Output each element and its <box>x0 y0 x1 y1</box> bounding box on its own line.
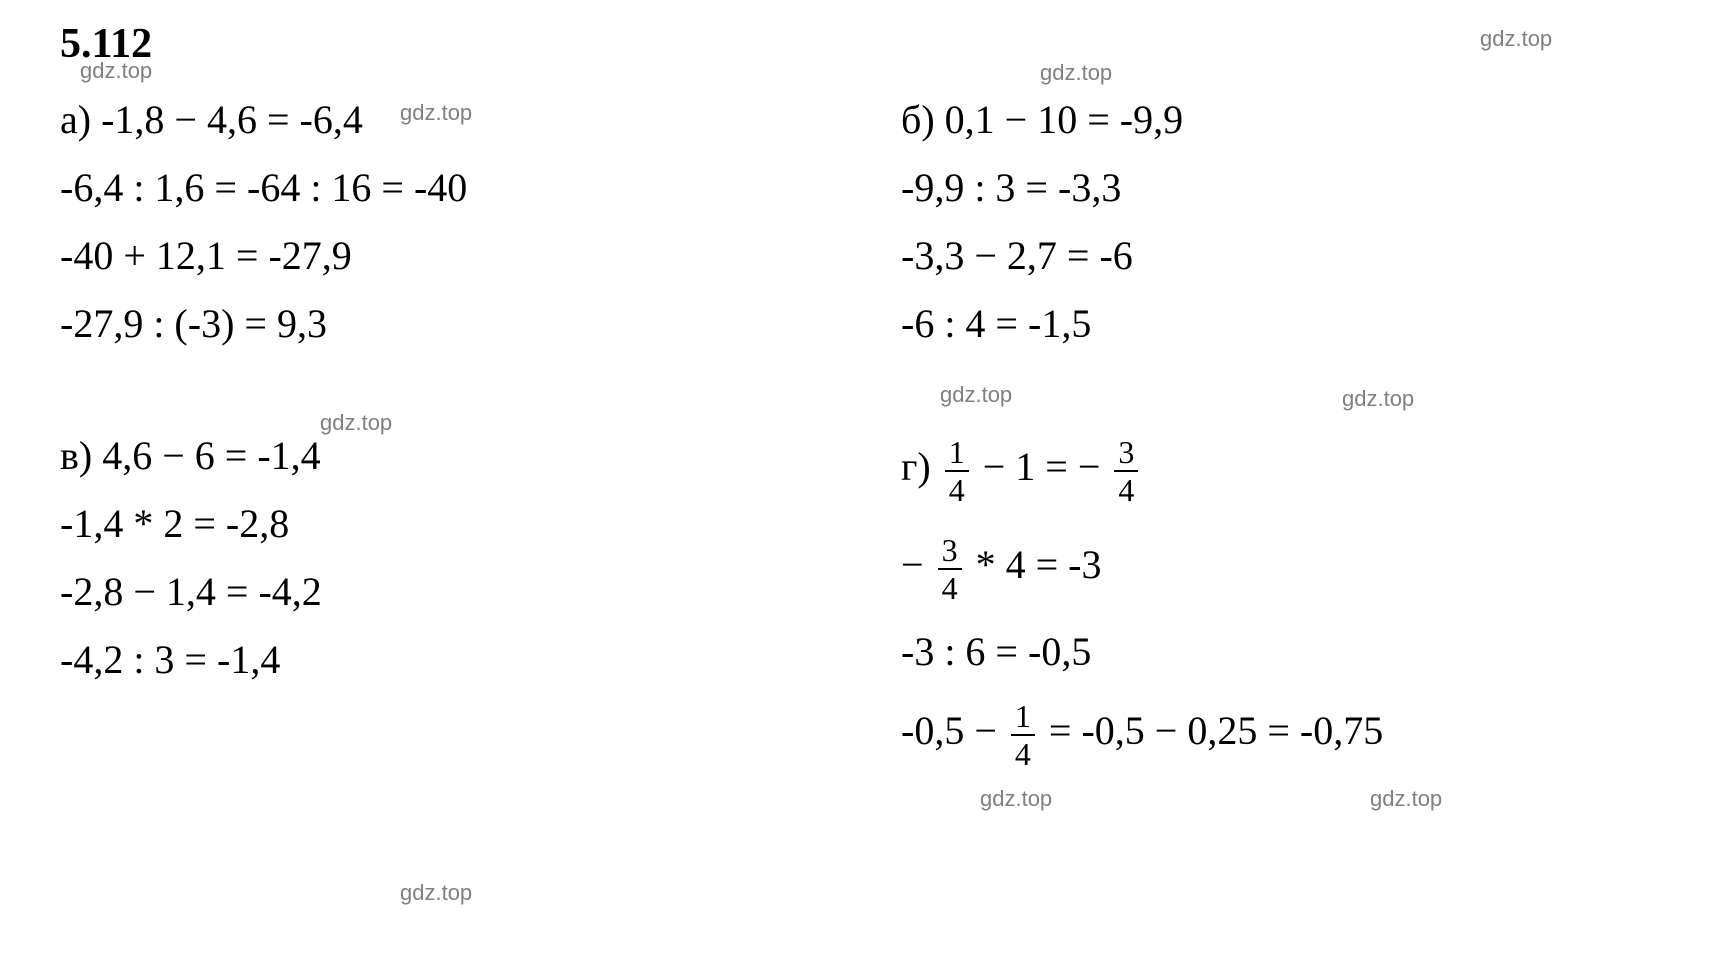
fraction-3-4b: 3 4 <box>938 534 962 604</box>
label-b: б) <box>901 97 935 142</box>
line-a-3: -40 + 12,1 = -27,9 <box>60 236 841 276</box>
line-v-2: -1,4 * 2 = -2,8 <box>60 504 841 544</box>
fraction-den: 4 <box>1114 474 1138 506</box>
label-v: в) <box>60 433 92 478</box>
expr-g-2-pre: − <box>901 542 934 587</box>
right-column: б) 0,1 − 10 = -9,9 -9,9 : 3 = -3,3 -3,3 … <box>861 72 1662 798</box>
fraction-num: 3 <box>938 534 962 566</box>
fraction-den: 4 <box>938 572 962 604</box>
columns: а) -1,8 − 4,6 = -6,4 -6,4 : 1,6 = -64 : … <box>60 72 1662 798</box>
fraction-1-4: 1 4 <box>945 436 969 506</box>
line-b-1: б) 0,1 − 10 = -9,9 <box>901 100 1662 140</box>
problem-number: 5.112 <box>60 20 1662 68</box>
page-root: gdz.top gdz.top gdz.top gdz.top gdz.top … <box>0 0 1722 956</box>
line-g-1: г) 1 4 − 1 = − 3 4 <box>901 436 1662 506</box>
line-a-4: -27,9 : (-3) = 9,3 <box>60 304 841 344</box>
expr-a-1: -1,8 − 4,6 = -6,4 <box>101 97 363 142</box>
expr-g-1-mid: − 1 = − <box>983 444 1111 489</box>
fraction-num: 3 <box>1114 436 1138 468</box>
line-v-1: в) 4,6 − 6 = -1,4 <box>60 436 841 476</box>
fraction-den: 4 <box>945 474 969 506</box>
label-g: г) <box>901 444 931 489</box>
expr-g-2-post: * 4 = -3 <box>976 542 1102 587</box>
fraction-1-4b: 1 4 <box>1011 700 1035 770</box>
label-a: а) <box>60 97 91 142</box>
left-column: а) -1,8 − 4,6 = -6,4 -6,4 : 1,6 = -64 : … <box>60 72 861 798</box>
fraction-num: 1 <box>945 436 969 468</box>
line-b-2: -9,9 : 3 = -3,3 <box>901 168 1662 208</box>
expr-b-1: 0,1 − 10 = -9,9 <box>945 97 1183 142</box>
line-b-3: -3,3 − 2,7 = -6 <box>901 236 1662 276</box>
fraction-num: 1 <box>1011 700 1035 732</box>
expr-g-4-pre: -0,5 − <box>901 708 1007 753</box>
expr-v-1: 4,6 − 6 = -1,4 <box>102 433 320 478</box>
line-a-1: а) -1,8 − 4,6 = -6,4 <box>60 100 841 140</box>
line-v-3: -2,8 − 1,4 = -4,2 <box>60 572 841 612</box>
gap-right <box>901 372 1662 408</box>
watermark: gdz.top <box>400 880 472 906</box>
line-b-4: -6 : 4 = -1,5 <box>901 304 1662 344</box>
fraction-den: 4 <box>1011 738 1035 770</box>
fraction-3-4: 3 4 <box>1114 436 1138 506</box>
line-a-2: -6,4 : 1,6 = -64 : 16 = -40 <box>60 168 841 208</box>
line-g-2: − 3 4 * 4 = -3 <box>901 534 1662 604</box>
expr-g-4-post: = -0,5 − 0,25 = -0,75 <box>1049 708 1383 753</box>
gap-left <box>60 372 841 408</box>
line-g-4: -0,5 − 1 4 = -0,5 − 0,25 = -0,75 <box>901 700 1662 770</box>
line-g-3: -3 : 6 = -0,5 <box>901 632 1662 672</box>
line-v-4: -4,2 : 3 = -1,4 <box>60 640 841 680</box>
